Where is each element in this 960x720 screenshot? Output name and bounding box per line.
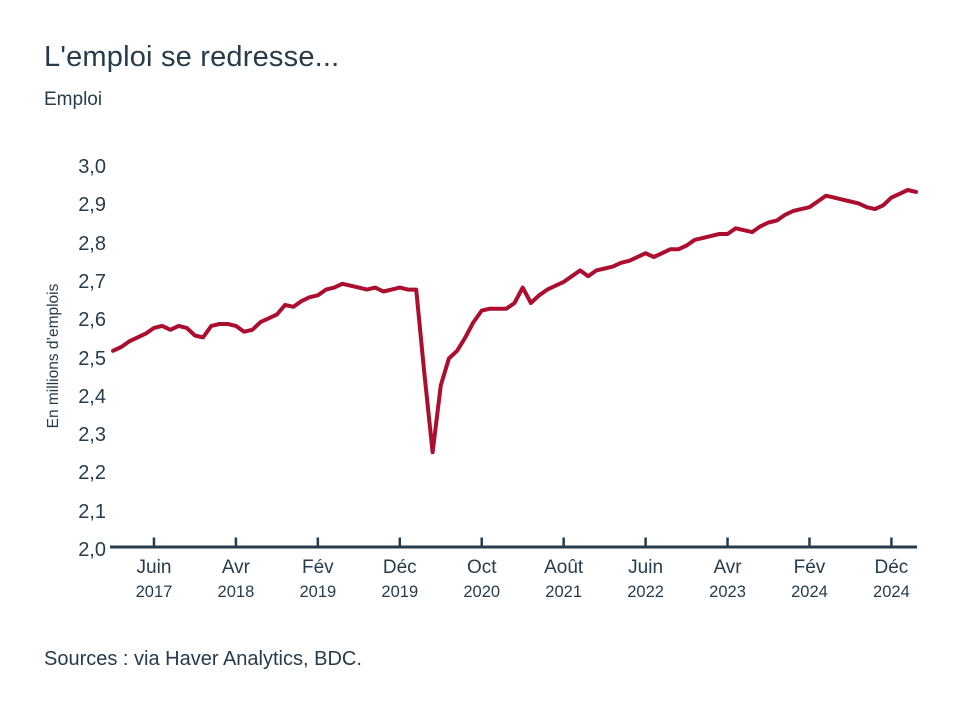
- x-tick-year: 2018: [217, 583, 255, 601]
- x-tick-label: Oct 2020: [436, 557, 528, 602]
- x-tick-month: Avr: [713, 557, 742, 578]
- x-tick-label: Déc 2024: [845, 557, 937, 602]
- employment-line: [111, 188, 918, 455]
- x-tick-year: 2021: [545, 583, 583, 601]
- x-tick-label: Juin 2017: [108, 557, 200, 602]
- y-tick-label: 2,7: [78, 270, 106, 293]
- x-tick-month: Déc: [382, 557, 417, 578]
- x-tick-label: Avr 2018: [190, 557, 282, 602]
- x-tick-year: 2019: [381, 583, 419, 601]
- x-tick-label: Avr 2023: [682, 557, 774, 602]
- chart-title: L'emploi se redresse...: [44, 41, 340, 73]
- y-tick-label: 3,0: [78, 156, 106, 178]
- x-tick-year: 2020: [463, 583, 501, 601]
- x-tick-year: 2019: [299, 583, 337, 601]
- x-tick-month: Avr: [221, 557, 250, 578]
- x-tick-year: 2023: [709, 583, 746, 601]
- chart-subtitle: Emploi: [44, 89, 103, 110]
- x-tick-label: Juin 2022: [600, 557, 692, 602]
- y-tick-label: 2,3: [78, 424, 106, 447]
- x-tick-year: 2024: [873, 583, 910, 601]
- y-tick-label: 2,0: [78, 539, 106, 561]
- y-tick-label: 2,8: [78, 232, 106, 255]
- x-tick-month: Juin: [136, 557, 172, 578]
- y-tick-label: 2,2: [78, 462, 106, 485]
- x-tick-month: Oct: [466, 557, 497, 578]
- y-tick-label: 2,9: [78, 194, 106, 217]
- y-tick-label: 2,4: [78, 385, 106, 408]
- x-tick-label: Fév 2024: [763, 557, 855, 602]
- x-tick-label: Août 2021: [518, 557, 610, 602]
- x-tick-year: 2017: [135, 583, 173, 601]
- x-tick-month: Déc: [874, 557, 909, 578]
- y-tick-label: 2,1: [78, 500, 106, 523]
- y-tick-label: 2,5: [78, 347, 106, 370]
- x-tick-year: 2024: [791, 583, 828, 601]
- x-tick-label: Déc 2019: [354, 557, 446, 602]
- x-tick-month: Juin: [628, 557, 664, 578]
- y-tick-label: 2,6: [78, 309, 106, 332]
- x-tick-month: Fév: [302, 557, 334, 578]
- x-tick-month: Fév: [793, 557, 826, 578]
- x-tick-month: Août: [544, 557, 584, 578]
- source-note: Sources : via Haver Analytics, BDC.: [44, 648, 362, 670]
- x-tick-label: Fév 2019: [272, 557, 364, 602]
- x-tick-year: 2022: [627, 583, 664, 601]
